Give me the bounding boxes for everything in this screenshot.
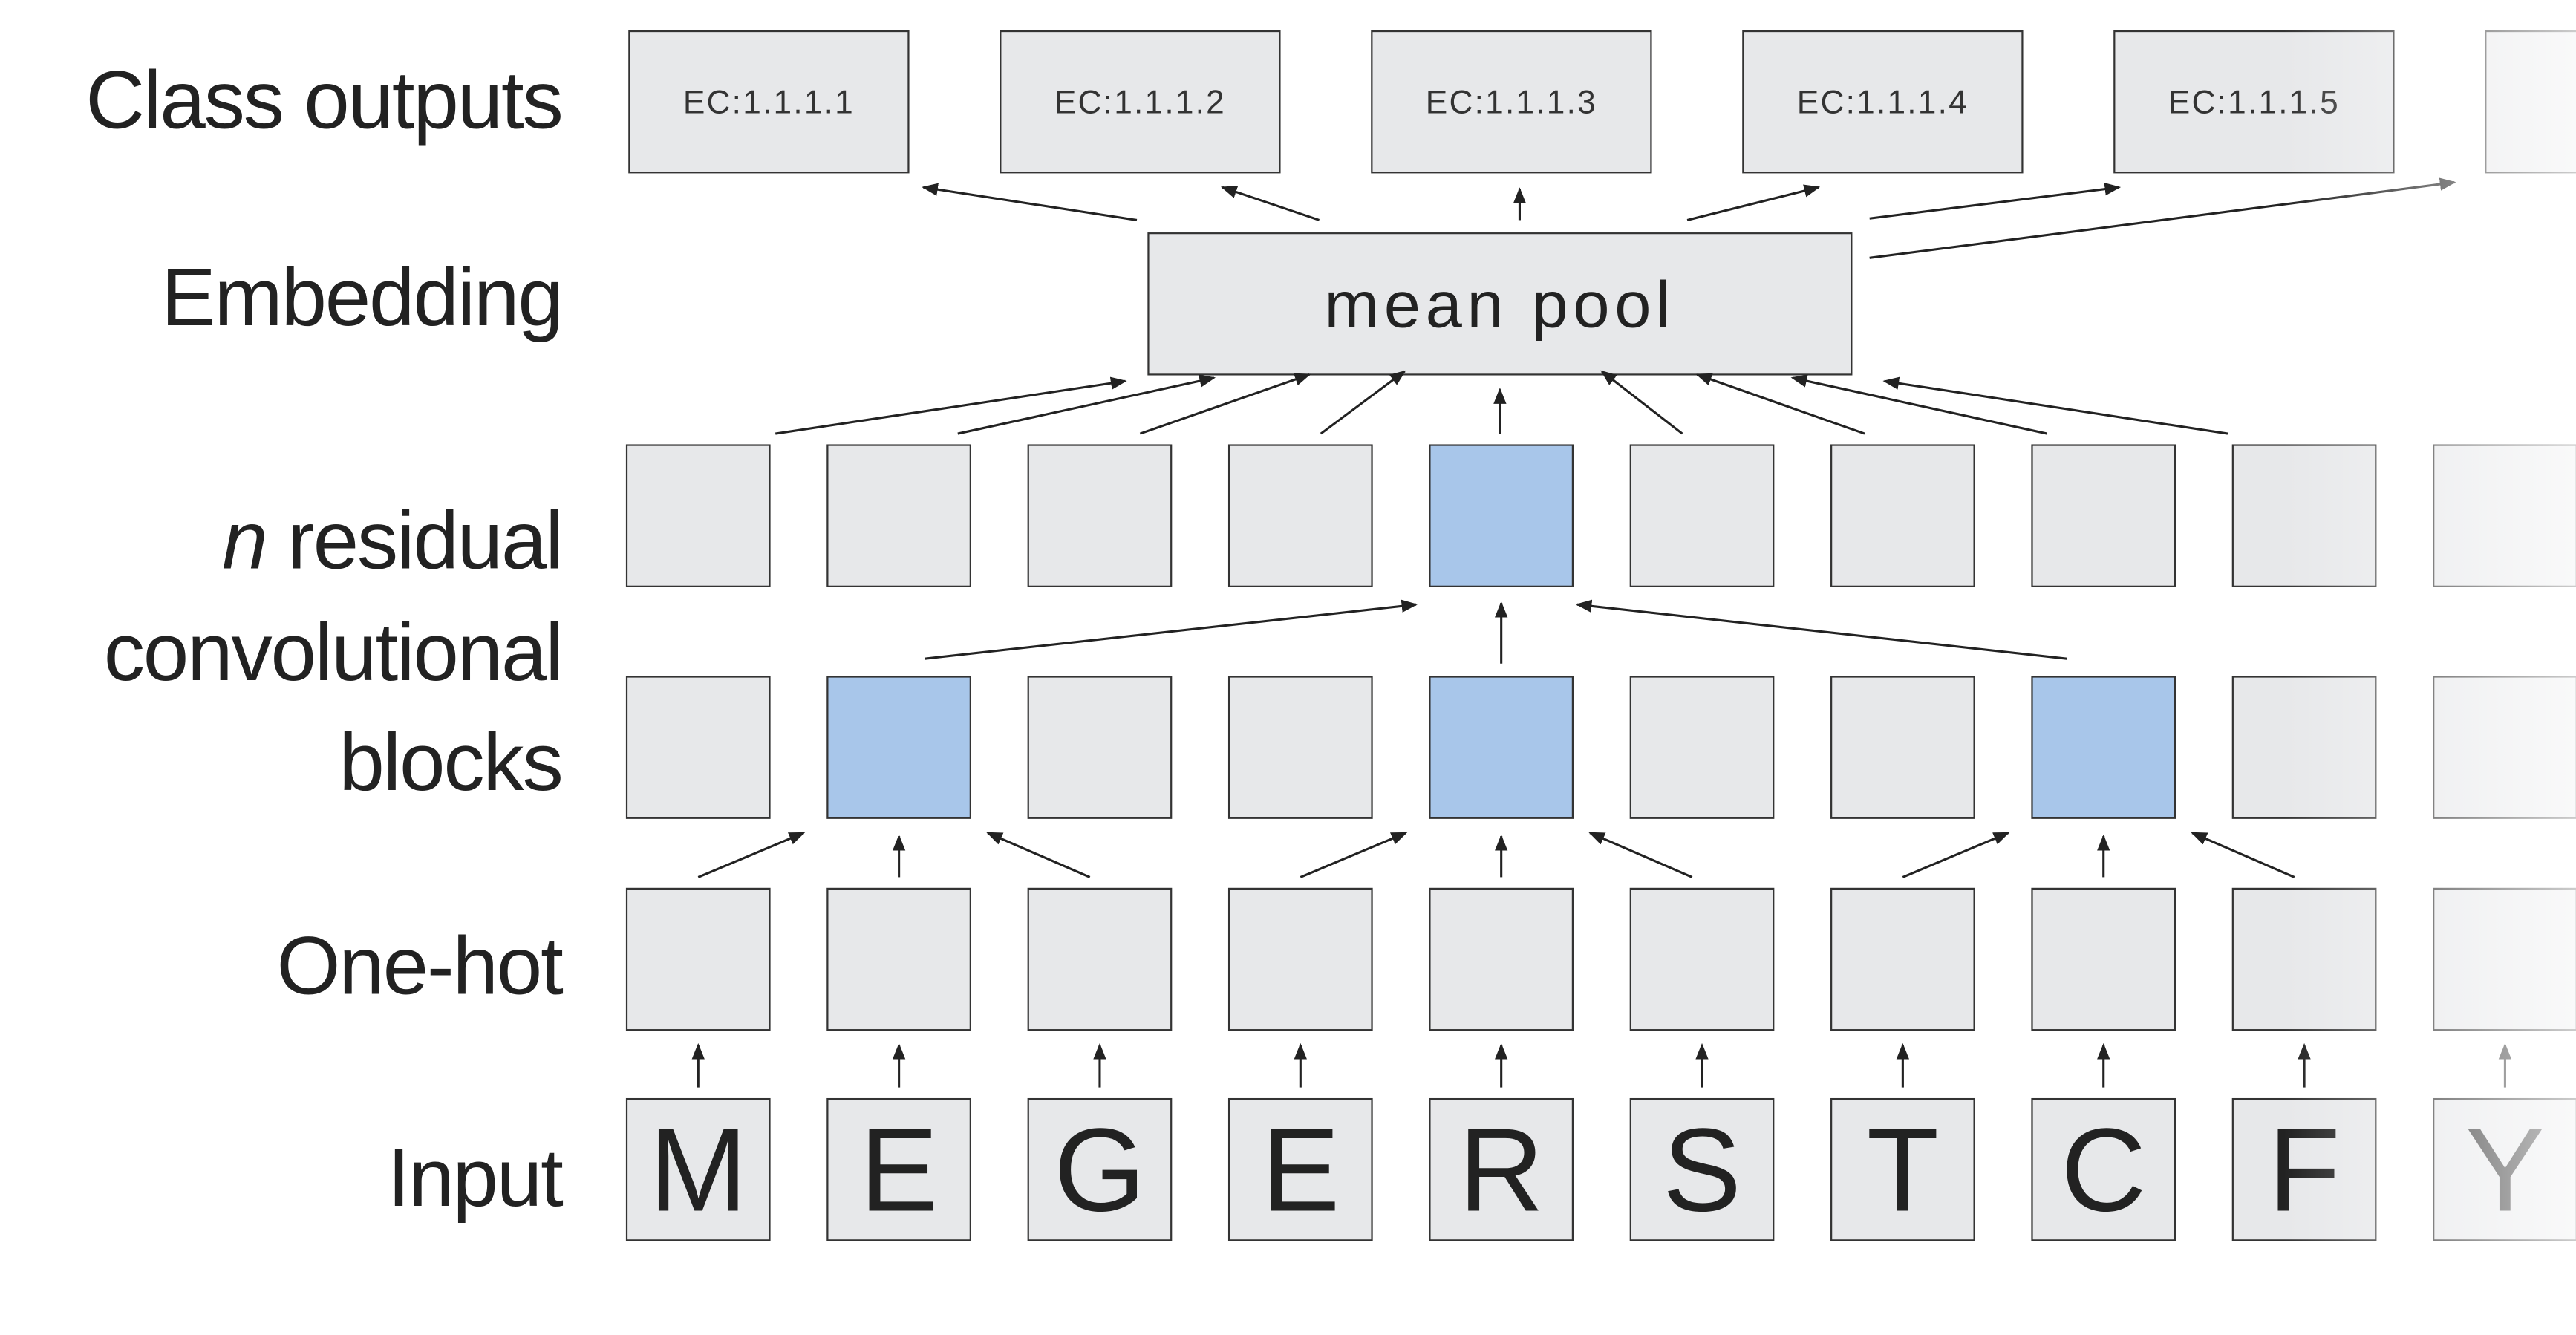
arrow <box>986 832 1091 878</box>
class-label: EC:1.1.1.1 <box>683 85 855 121</box>
label: One-hot <box>276 920 563 1011</box>
class-label: EC:1.1.1.4 <box>1797 85 1969 121</box>
arrow <box>1320 370 1406 435</box>
arrow <box>1882 376 2228 435</box>
input-letter: C <box>2061 1104 2146 1236</box>
embedding-label: mean pool <box>1324 267 1675 341</box>
input-letter: E <box>1261 1104 1340 1236</box>
arrow <box>1686 184 1821 221</box>
embedding-box <box>1147 232 1853 376</box>
label: convolutional <box>104 607 562 698</box>
label-part: residual <box>287 494 562 586</box>
label: Input <box>388 1132 563 1224</box>
conv1-box <box>1629 676 1775 819</box>
class-label: EC:1.1.1.3 <box>1426 85 1597 121</box>
arrow <box>1220 186 1320 221</box>
class-label: EC:1.1.1.2 <box>1054 85 1226 121</box>
input-box <box>625 1097 771 1241</box>
onehot-box <box>1629 887 1775 1031</box>
label: blocks <box>339 717 561 808</box>
conv1-box <box>1429 676 1574 819</box>
class-box <box>628 30 910 174</box>
conv1-box <box>826 676 971 819</box>
onehot-box <box>1227 887 1373 1031</box>
conv2-box <box>1629 444 1775 587</box>
arrow <box>1600 370 1683 435</box>
input-box <box>826 1097 971 1241</box>
label: n residual <box>222 494 562 586</box>
input-box <box>1830 1097 1975 1241</box>
input-box <box>1629 1097 1775 1241</box>
class-box <box>1371 30 1652 174</box>
arrow <box>1695 373 1865 435</box>
arrow <box>1902 832 2010 878</box>
arrow <box>1139 373 1311 435</box>
label-italic: n <box>222 494 266 586</box>
input-letter: M <box>649 1104 748 1236</box>
arrow <box>925 599 1418 660</box>
input-box <box>2031 1097 2176 1241</box>
input-letter: G <box>1054 1104 1146 1236</box>
arrow <box>1869 183 2122 220</box>
input-letter: S <box>1663 1104 1741 1236</box>
class-box <box>1000 30 1281 174</box>
label: Embedding <box>161 252 562 343</box>
arrow <box>697 832 806 878</box>
conv2-box <box>1429 444 1574 587</box>
conv2-box <box>826 444 971 587</box>
arrow <box>1790 374 2047 435</box>
conv2-box <box>625 444 771 587</box>
row-labels: Class outputs Embedding n residual convo… <box>85 55 564 1224</box>
input-letter: E <box>859 1104 938 1236</box>
conv2-box <box>1027 444 1173 587</box>
arrow <box>957 374 1216 435</box>
label: Class outputs <box>85 55 561 146</box>
conv1-box <box>1830 676 1975 819</box>
arrow <box>2191 832 2295 878</box>
input-box <box>1027 1097 1173 1241</box>
conv1-box <box>1227 676 1373 819</box>
conv1-box <box>1027 676 1173 819</box>
input-box <box>1227 1097 1373 1241</box>
class-box <box>1742 30 2024 174</box>
conv2-box <box>1830 444 1975 587</box>
onehot-box <box>1830 887 1975 1031</box>
conv1-box <box>2031 676 2176 819</box>
conv2-box <box>1227 444 1373 587</box>
arrow <box>922 183 1138 221</box>
input-letter: T <box>1867 1104 1939 1236</box>
onehot-box <box>625 887 771 1031</box>
input-box <box>1429 1097 1574 1241</box>
input-letter: R <box>1458 1104 1544 1236</box>
onehot-box <box>2031 887 2176 1031</box>
arrow <box>775 376 1127 435</box>
onehot-box <box>1027 887 1173 1031</box>
arrow <box>1300 832 1408 878</box>
conv1-box <box>625 676 771 819</box>
arrow <box>1575 599 2067 660</box>
arrow <box>1588 832 1693 878</box>
onehot-box <box>826 887 971 1031</box>
conv2-box <box>2031 444 2176 587</box>
fade <box>2283 0 2576 1335</box>
onehot-box <box>1429 887 1574 1031</box>
